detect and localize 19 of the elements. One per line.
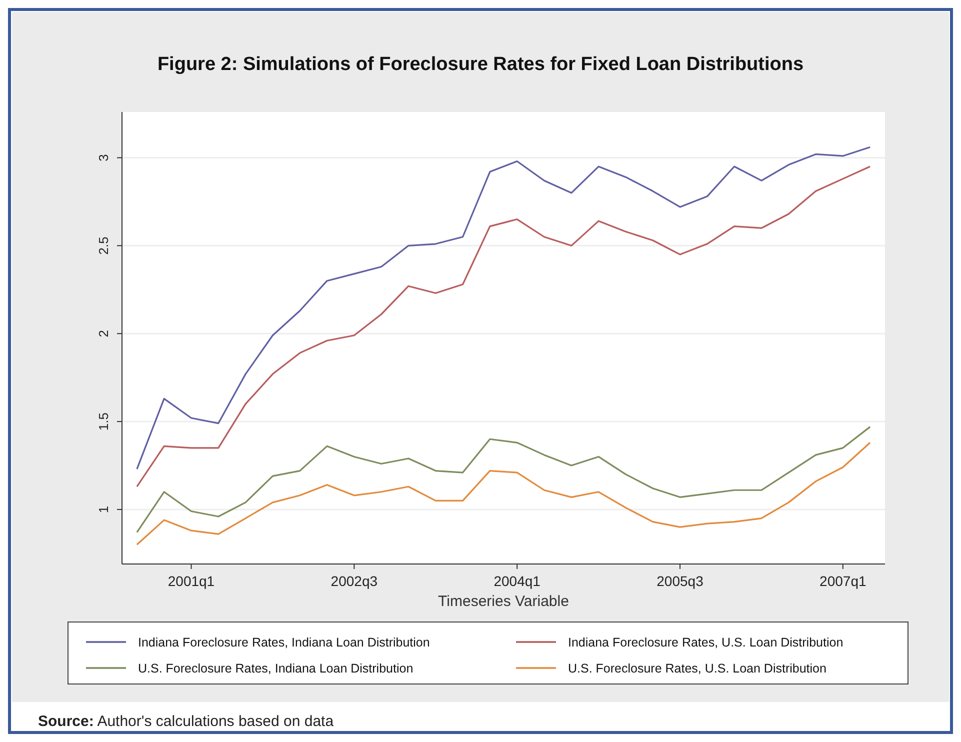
y-tick-label: 2 [96, 330, 111, 338]
legend-label: U.S. Foreclosure Rates, U.S. Loan Distribution [568, 662, 826, 676]
x-tick-label: 2004q1 [494, 573, 541, 589]
x-tick-label: 2002q3 [330, 573, 378, 589]
legend-label: Indiana Foreclosure Rates, U.S. Loan Distribution [568, 636, 844, 650]
x-tick-label: 2007q1 [820, 573, 866, 589]
x-tick-label: 2001q1 [168, 573, 215, 589]
x-axis-title: Timeseries Variable [438, 593, 569, 610]
y-tick-label: 2.5 [96, 236, 111, 255]
line-series [136, 442, 871, 546]
legend-label: U.S. Foreclosure Rates, Indiana Loan Distribution [138, 662, 414, 676]
y-tick-label: 1 [96, 506, 111, 514]
line-series [136, 426, 871, 534]
y-tick-label: 3 [96, 154, 111, 162]
source-note: Source: Author's calculations based on data [38, 713, 334, 730]
y-tick-label: 1.5 [96, 412, 111, 431]
chart-title: Figure 2: Simulations of Foreclosure Rates for Fixed Loan Distributions [157, 54, 804, 75]
x-tick-label: 2005q3 [656, 573, 704, 589]
legend-label: Indiana Foreclosure Rates, Indiana Loan Distribution [138, 636, 430, 650]
